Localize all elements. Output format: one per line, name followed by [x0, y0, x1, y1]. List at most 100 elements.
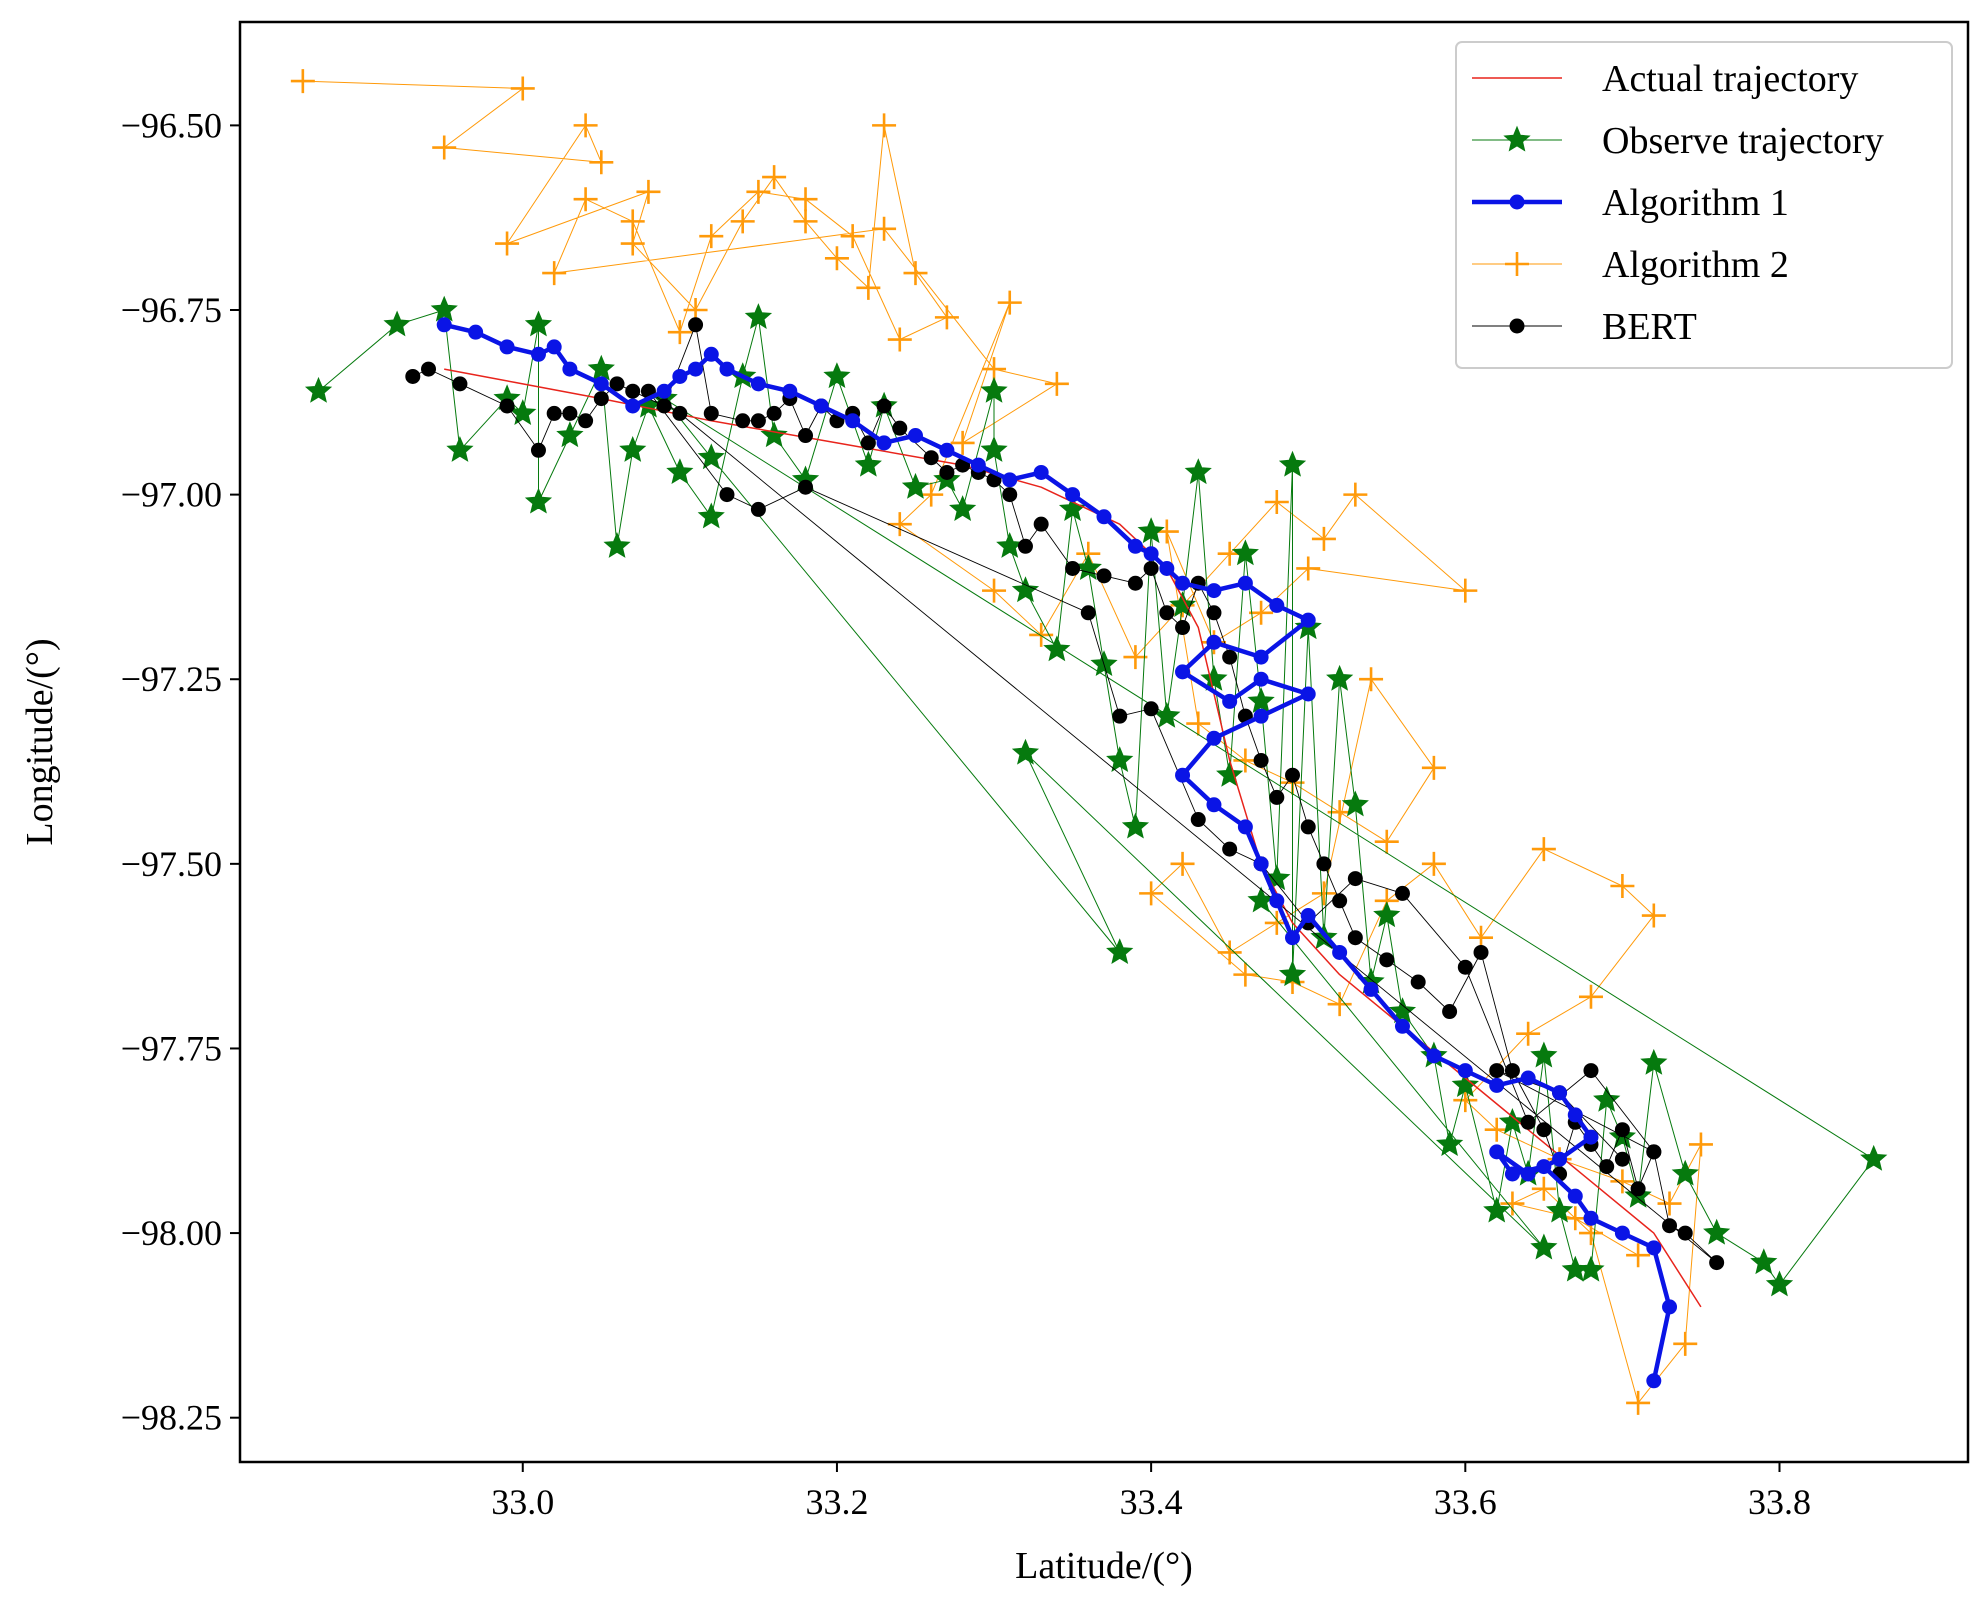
- observe-trajectory-point: [1593, 1085, 1621, 1112]
- observe-trajectory-point: [619, 435, 647, 462]
- algorithm-2-point: [620, 209, 645, 234]
- bert-point: [1614, 1151, 1630, 1167]
- bert-point: [593, 391, 609, 407]
- bert-point: [1599, 1159, 1615, 1175]
- bert-point: [1316, 856, 1332, 872]
- observe-trajectory-point: [1278, 960, 1307, 987]
- algorithm-2-point: [1563, 1206, 1588, 1231]
- algorithm-1-point: [1175, 664, 1191, 680]
- algorithm-1-point: [1269, 893, 1285, 909]
- algorithm-2-point: [1421, 755, 1446, 780]
- algorithm-1-point: [1206, 634, 1222, 650]
- bert-point: [1127, 575, 1143, 591]
- observe-trajectory-point: [744, 303, 773, 329]
- algorithm-2-point: [872, 113, 897, 138]
- algorithm-1-point: [1583, 1129, 1599, 1145]
- y-tick-label: −97.25: [121, 659, 222, 699]
- algorithm-1-point: [625, 398, 641, 414]
- algorithm-2-point: [762, 165, 787, 190]
- algorithm-1-point: [1567, 1107, 1583, 1123]
- bert-point: [1143, 560, 1159, 576]
- algorithm-1-point: [593, 376, 609, 392]
- bert-point: [1504, 1063, 1520, 1079]
- algorithm-2-point: [1626, 1243, 1651, 1268]
- bert-point: [1347, 930, 1363, 946]
- algorithm-1-point: [750, 376, 766, 392]
- algorithm-2-point: [1657, 1191, 1682, 1216]
- observe-trajectory-point: [1278, 450, 1307, 477]
- algorithm-2-point: [1688, 1132, 1713, 1157]
- bert-point: [1206, 605, 1222, 621]
- y-tick-label: −97.75: [121, 1028, 222, 1068]
- observe-trajectory-point: [1435, 1130, 1464, 1157]
- algorithm-1-point: [1253, 708, 1269, 724]
- algorithm-1-point: [1536, 1159, 1552, 1175]
- algorithm-1-point: [1033, 464, 1049, 480]
- algorithm-2-point: [1359, 667, 1384, 692]
- bert-point: [656, 398, 672, 414]
- bert-point: [578, 413, 594, 429]
- bert-point: [1583, 1063, 1599, 1079]
- algorithm-2-point: [1626, 1390, 1651, 1415]
- algorithm-1-point: [1300, 612, 1316, 628]
- observe-trajectory-point: [697, 443, 725, 470]
- bert-point: [672, 405, 688, 421]
- algorithm-1-point: [1253, 856, 1269, 872]
- algorithm-2-point: [1327, 992, 1352, 1017]
- algorithm-1-point: [1143, 546, 1159, 562]
- observe-trajectory-point: [1247, 886, 1275, 913]
- observe-trajectory-point: [901, 472, 930, 499]
- observe-trajectory-point: [446, 435, 474, 462]
- algorithm-1-point: [719, 361, 735, 377]
- algorithm-2-point: [1233, 748, 1258, 773]
- algorithm-2-point: [1139, 881, 1164, 906]
- legend-box: [1455, 41, 1953, 369]
- observe-trajectory-point: [1184, 458, 1212, 485]
- algorithm-1-point: [1394, 1018, 1410, 1034]
- algorithm-1-point: [546, 339, 562, 355]
- algorithm-1-point: [1520, 1070, 1536, 1086]
- algorithm-1-point: [1614, 1225, 1630, 1241]
- bert-point: [1410, 974, 1426, 990]
- bert-point: [1065, 560, 1081, 576]
- algorithm-1-point: [1253, 671, 1269, 687]
- algorithm-1-point: [907, 428, 923, 444]
- bert-point: [1080, 605, 1096, 621]
- algorithm-1-point: [1285, 930, 1301, 946]
- legend-item-algorithm-1: Algorithm 1: [1472, 182, 1789, 224]
- bert-point: [766, 405, 782, 421]
- legend-item-algorithm-2: Algorithm 2: [1472, 244, 1789, 286]
- bert-point: [750, 501, 766, 517]
- observe-trajectory-point: [1341, 790, 1369, 817]
- algorithm-2-point: [1531, 1176, 1556, 1201]
- algorithm-2-point: [1186, 711, 1211, 736]
- observe-trajectory-point: [1530, 1233, 1558, 1260]
- series-algorithm-2: [290, 69, 1713, 1415]
- algorithm-1-point: [468, 324, 484, 340]
- bert-point: [1190, 812, 1206, 828]
- bert-point: [939, 464, 955, 480]
- observe-trajectory-point: [1043, 635, 1071, 662]
- algorithm-2-point: [1249, 600, 1274, 625]
- legend-label: Actual trajectory: [1602, 58, 1858, 100]
- bert-point: [1269, 789, 1285, 805]
- algorithm-1-point: [845, 413, 861, 429]
- bert-point: [1285, 767, 1301, 783]
- algorithm-1-point: [688, 361, 704, 377]
- algorithm-2-point: [699, 224, 724, 249]
- bert-point: [1442, 1004, 1458, 1020]
- algorithm-1-point: [656, 383, 672, 399]
- algorithm-2-point: [730, 209, 755, 234]
- legend-item-actual-trajectory: Actual trajectory: [1472, 58, 1858, 100]
- y-tick-label: −98.00: [121, 1213, 222, 1253]
- algorithm-1-point: [1206, 797, 1222, 813]
- observe-trajectory-point: [383, 310, 411, 337]
- bert-point: [499, 398, 515, 414]
- algorithm-1-point: [562, 361, 578, 377]
- algorithm-2-point: [1610, 874, 1635, 898]
- algorithm-2-point: [636, 179, 661, 204]
- bert-point: [562, 405, 578, 421]
- algorithm-2-point: [620, 231, 645, 256]
- bert-point: [1222, 649, 1238, 665]
- algorithm-2-point: [432, 135, 457, 160]
